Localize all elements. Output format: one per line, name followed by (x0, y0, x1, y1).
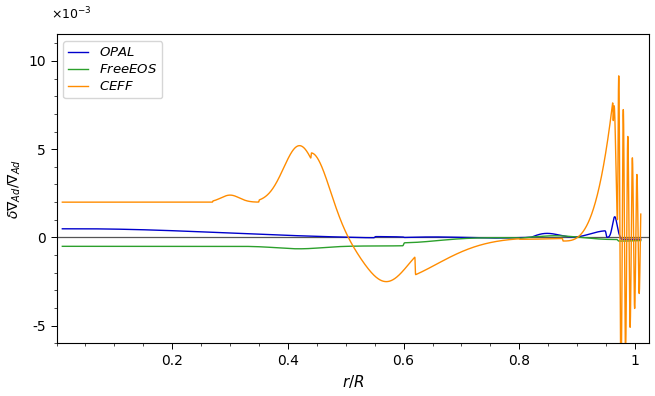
$\mathit{OPAL}$ (280, 233, 288, 238)
$\mathit{CEFF}$ (615, 74, 623, 78)
$\mathit{FreeEOS}$ (405, 240, 413, 245)
Y-axis label: $\delta\nabla_{Ad}/\nabla_{Ad}$: $\delta\nabla_{Ad}/\nabla_{Ad}$ (5, 159, 23, 219)
Text: $\times10^{-3}$: $\times10^{-3}$ (50, 6, 91, 22)
$\mathit{OPAL}$ (434, 234, 442, 239)
$\mathit{OPAL}$ (405, 235, 413, 240)
$\mathit{CEFF}$ (58, 200, 66, 205)
$\mathit{OPAL}$ (490, 236, 498, 240)
$\mathit{CEFF}$ (280, 166, 288, 171)
$\mathit{OPAL}$ (637, 237, 645, 242)
$\mathit{CEFF}$ (534, 237, 542, 242)
$\mathit{FreeEOS}$ (58, 244, 66, 249)
$\mathit{OPAL}$ (611, 214, 619, 219)
$\mathit{FreeEOS}$ (637, 238, 645, 243)
$\mathit{FreeEOS}$ (534, 234, 542, 239)
Line: $\mathit{FreeEOS}$: $\mathit{FreeEOS}$ (62, 236, 641, 249)
$\mathit{OPAL}$ (164, 228, 172, 233)
$\mathit{CEFF}$ (637, 212, 645, 217)
$\mathit{FreeEOS}$ (490, 235, 498, 240)
$\mathit{FreeEOS}$ (295, 246, 303, 251)
Line: $\mathit{CEFF}$: $\mathit{CEFF}$ (62, 76, 641, 381)
Line: $\mathit{OPAL}$: $\mathit{OPAL}$ (62, 217, 641, 239)
$\mathit{CEFF}$ (405, 261, 413, 266)
$\mathit{CEFF}$ (164, 200, 172, 205)
$\mathit{FreeEOS}$ (551, 233, 559, 238)
$\mathit{CEFF}$ (434, 261, 442, 265)
$\mathit{FreeEOS}$ (435, 238, 443, 243)
$\mathit{FreeEOS}$ (280, 246, 288, 251)
Legend: $\mathit{OPAL}$, $\mathit{FreeEOS}$, $\mathit{CEFF}$: $\mathit{OPAL}$, $\mathit{FreeEOS}$, $\m… (63, 41, 162, 99)
$\mathit{FreeEOS}$ (164, 244, 172, 249)
$\mathit{OPAL}$ (534, 232, 542, 237)
$\mathit{CEFF}$ (490, 240, 498, 244)
$\mathit{OPAL}$ (618, 237, 626, 242)
$\mathit{OPAL}$ (58, 227, 66, 231)
$\mathit{CEFF}$ (617, 379, 625, 384)
X-axis label: $r/R$: $r/R$ (342, 373, 364, 390)
